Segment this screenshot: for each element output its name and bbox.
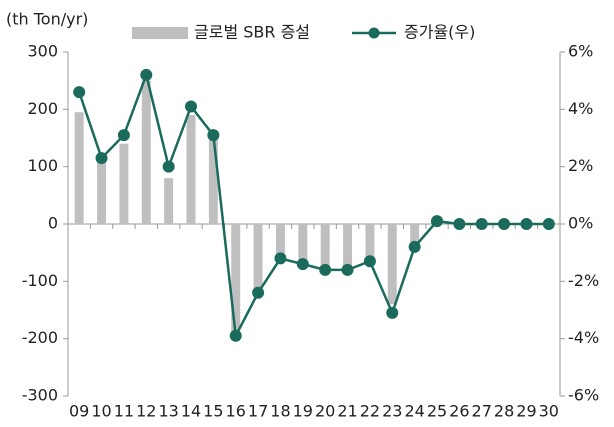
bar bbox=[298, 224, 308, 265]
legend-label: 글로벌 SBR 증설 bbox=[194, 23, 310, 42]
x-tick-label: 23 bbox=[382, 402, 402, 421]
x-tick-label: 14 bbox=[181, 402, 201, 421]
line-marker bbox=[140, 68, 153, 81]
y-tick-label: 0 bbox=[48, 214, 58, 233]
line-marker bbox=[520, 218, 533, 230]
bar bbox=[119, 143, 129, 224]
legend-label: 증가율(우) bbox=[404, 23, 475, 42]
x-tick-label: 19 bbox=[293, 402, 313, 421]
x-tick-label: 16 bbox=[226, 402, 246, 421]
bar bbox=[387, 224, 397, 305]
bar bbox=[186, 115, 196, 224]
bar bbox=[164, 178, 174, 224]
y2-tick-label: 0% bbox=[568, 214, 593, 233]
y-axis-title: (th Ton/yr) bbox=[6, 10, 88, 29]
y2-tick-label: -4% bbox=[568, 328, 599, 347]
y-tick-label: -100 bbox=[22, 271, 58, 290]
line-marker bbox=[341, 263, 354, 276]
bar bbox=[410, 224, 420, 247]
x-tick-label: 22 bbox=[360, 402, 380, 421]
y-tick-label: -300 bbox=[22, 386, 58, 405]
line-marker bbox=[274, 252, 287, 265]
x-tick-label: 18 bbox=[270, 402, 290, 421]
bar bbox=[365, 224, 375, 265]
y2-tick-label: 6% bbox=[568, 42, 593, 61]
x-tick-label: 30 bbox=[539, 402, 559, 421]
bar bbox=[231, 224, 241, 333]
bar bbox=[275, 224, 285, 259]
y2-tick-label: -6% bbox=[568, 386, 599, 405]
line-marker bbox=[207, 129, 220, 142]
bar bbox=[141, 80, 151, 225]
bar bbox=[343, 224, 353, 270]
line-marker bbox=[542, 218, 555, 230]
line-marker bbox=[363, 255, 376, 268]
line-marker bbox=[431, 215, 443, 228]
y2-tick-label: 2% bbox=[568, 156, 593, 175]
x-tick-label: 17 bbox=[248, 402, 268, 421]
line-marker bbox=[498, 218, 511, 230]
line-marker bbox=[296, 258, 309, 271]
line-marker bbox=[252, 286, 265, 299]
line bbox=[77, 70, 549, 341]
line-marker bbox=[475, 218, 488, 230]
y-tick-label: 300 bbox=[27, 42, 58, 61]
x-tick-label: 28 bbox=[494, 402, 514, 421]
x-tick-label: 21 bbox=[337, 402, 357, 421]
line-marker bbox=[229, 329, 242, 342]
legend-swatch bbox=[368, 27, 380, 39]
x-tick-label: 26 bbox=[449, 402, 469, 421]
x-tick-label: 25 bbox=[427, 402, 447, 421]
bar bbox=[208, 138, 218, 224]
x-tick-label: 10 bbox=[91, 402, 111, 421]
x-tick-label: 12 bbox=[136, 402, 156, 421]
line-marker bbox=[408, 240, 421, 253]
legend-swatch bbox=[132, 27, 188, 39]
x-tick-label: 13 bbox=[158, 402, 178, 421]
line-marker bbox=[319, 263, 332, 276]
line-marker bbox=[386, 306, 399, 319]
x-tick-label: 09 bbox=[69, 402, 89, 421]
bar bbox=[97, 160, 107, 224]
line-marker bbox=[185, 100, 197, 113]
line-marker bbox=[453, 218, 466, 230]
x-tick-label: 15 bbox=[203, 402, 223, 421]
x-tick-label: 27 bbox=[472, 402, 492, 421]
line-marker bbox=[117, 129, 130, 142]
bar bbox=[320, 224, 330, 270]
bar bbox=[74, 112, 84, 224]
y-tick-label: 200 bbox=[27, 99, 58, 118]
y-tick-label: -200 bbox=[22, 328, 58, 347]
x-tick-label: 11 bbox=[114, 402, 134, 421]
line-marker bbox=[73, 86, 86, 99]
x-tick-label: 29 bbox=[516, 402, 536, 421]
line-marker bbox=[162, 160, 175, 173]
y2-tick-label: 4% bbox=[568, 99, 593, 118]
line-marker bbox=[95, 152, 108, 165]
x-tick-label: 20 bbox=[315, 402, 335, 421]
x-tick-label: 24 bbox=[404, 402, 424, 421]
y2-tick-label: -2% bbox=[568, 271, 599, 290]
y-tick-label: 100 bbox=[27, 156, 58, 175]
bar bbox=[253, 224, 263, 293]
